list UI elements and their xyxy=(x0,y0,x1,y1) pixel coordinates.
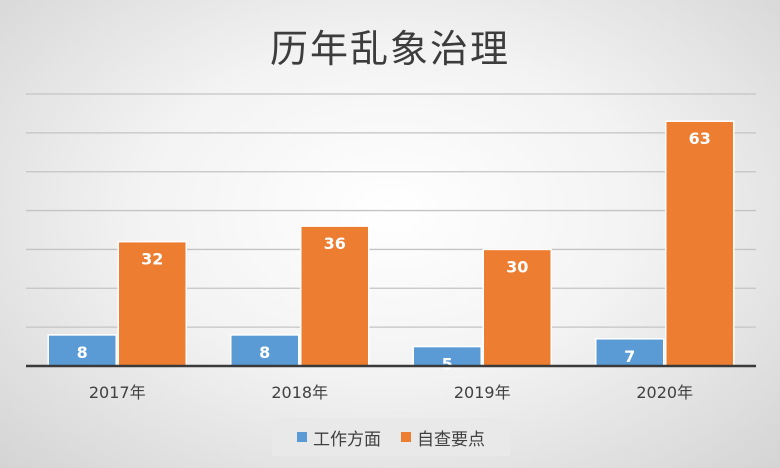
bar-series-2-3 xyxy=(482,248,552,367)
data-label: 5 xyxy=(442,355,453,374)
data-label: 7 xyxy=(624,347,635,366)
bar-series-2-1 xyxy=(117,240,187,367)
legend-swatch-series-1 xyxy=(297,432,307,442)
x-tick-label: 2020年 xyxy=(636,383,693,402)
data-label: 30 xyxy=(506,257,528,276)
legend-label-series-1: 工作方面 xyxy=(313,429,381,450)
data-label: 36 xyxy=(324,234,346,253)
bar-series-2-4 xyxy=(665,120,735,367)
legend-item-series-1: 工作方面 xyxy=(297,425,381,450)
data-label: 32 xyxy=(141,250,163,269)
legend: 工作方面 自查要点 xyxy=(272,418,510,456)
data-label: 63 xyxy=(689,129,711,148)
x-tick-label: 2017年 xyxy=(89,383,146,402)
x-tick-label: 2018年 xyxy=(271,383,328,402)
x-tick-label: 2019年 xyxy=(454,383,511,402)
legend-item-series-2: 自查要点 xyxy=(401,425,485,450)
data-label: 8 xyxy=(77,343,88,362)
legend-label-series-2: 自查要点 xyxy=(417,429,485,450)
data-label: 8 xyxy=(259,343,270,362)
bar-series-2-2 xyxy=(300,225,370,367)
bar-series-1-1 xyxy=(47,334,117,367)
legend-swatch-series-2 xyxy=(401,432,411,442)
chart-title: 历年乱象治理 xyxy=(269,27,510,71)
